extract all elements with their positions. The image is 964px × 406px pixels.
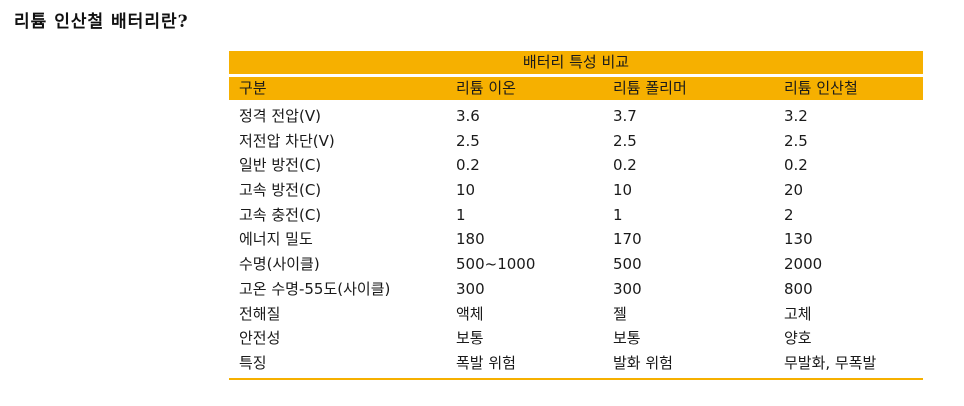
lithium-iron-phosphate-value: 양호 — [784, 329, 812, 348]
lithium-ion-value: 300 — [456, 279, 485, 298]
row-label: 정격 전압(V) — [239, 107, 321, 125]
lithium-iron-phosphate-value: 3.2 — [784, 107, 808, 125]
table-row-fast-discharge: 고속 방전(C) 10 10 20 — [229, 178, 923, 203]
row-label: 수명(사이클) — [239, 255, 320, 274]
row-label: 특징 — [239, 353, 267, 372]
lithium-ion-value: 보통 — [456, 329, 484, 348]
lithium-ion-value: 180 — [456, 230, 485, 249]
lithium-ion-value: 폭발 위험 — [456, 353, 516, 372]
lithium-ion-value: 500~1000 — [456, 255, 536, 274]
lithium-polymer-value: 보통 — [613, 329, 641, 348]
lithium-iron-phosphate-value: 2000 — [784, 255, 823, 274]
row-label: 안전성 — [239, 329, 281, 348]
lithium-polymer-value: 젤 — [613, 304, 627, 323]
lithium-iron-phosphate-value: 0.2 — [784, 156, 808, 175]
table-row-characteristics: 특징 폭발 위험 발화 위험 무발화, 무폭발 — [229, 351, 923, 376]
lithium-polymer-value: 500 — [613, 255, 642, 274]
table-row-electrolyte: 전해질 액체 젤 고체 — [229, 302, 923, 327]
lithium-polymer-value: 1 — [613, 205, 623, 224]
row-label: 에너지 밀도 — [239, 230, 313, 249]
lithium-polymer-value: 3.7 — [613, 107, 637, 125]
table-row-safety: 안전성 보통 보통 양호 — [229, 326, 923, 351]
lithium-ion-value: 3.6 — [456, 107, 480, 125]
table-row-energy-density: 에너지 밀도 180 170 130 — [229, 227, 923, 252]
lithium-iron-phosphate-value: 무발화, 무폭발 — [784, 353, 877, 372]
lithium-ion-value: 10 — [456, 181, 476, 200]
lithium-ion-value: 1 — [456, 205, 466, 224]
table-row-cycle-life: 수명(사이클) 500~1000 500 2000 — [229, 252, 923, 277]
table-row-fast-charge: 고속 충전(C) 1 1 2 — [229, 203, 923, 228]
row-label: 일반 방전(C) — [239, 156, 322, 175]
lithium-iron-phosphate-value: 고체 — [784, 304, 812, 323]
page-heading: 리튬 인산철 배터리란? — [14, 12, 189, 32]
table-title: 배터리 특성 비교 — [229, 51, 923, 74]
row-label: 고온 수명-55도(사이클) — [239, 279, 391, 298]
table-header-row: 구분 리튬 이온 리튬 폴리머 리튬 인산철 — [229, 77, 923, 100]
table-row-high-temp-cycle-life: 고온 수명-55도(사이클) 300 300 800 — [229, 277, 923, 302]
header-lithium-polymer: 리튬 폴리머 — [613, 79, 687, 97]
row-label: 전해질 — [239, 304, 281, 323]
lithium-polymer-value: 2.5 — [613, 131, 637, 150]
lithium-iron-phosphate-value: 130 — [784, 230, 813, 249]
lithium-iron-phosphate-value: 2 — [784, 205, 794, 224]
battery-comparison-table: 배터리 특성 비교 구분 리튬 이온 리튬 폴리머 리튬 인산철 정격 전압(V… — [229, 51, 923, 380]
table-row-low-voltage-cutoff: 저전압 차단(V) 2.5 2.5 2.5 — [229, 129, 923, 154]
table-row-normal-discharge: 일반 방전(C) 0.2 0.2 0.2 — [229, 153, 923, 178]
header-lithium-ion: 리튬 이온 — [456, 79, 516, 97]
lithium-ion-value: 2.5 — [456, 131, 480, 150]
lithium-iron-phosphate-value: 20 — [784, 181, 804, 200]
lithium-polymer-value: 300 — [613, 279, 642, 298]
lithium-polymer-value: 10 — [613, 181, 633, 200]
table-row-rated-voltage: 정격 전압(V) 3.6 3.7 3.2 — [229, 104, 923, 129]
table-body: 정격 전압(V) 3.6 3.7 3.2 저전압 차단(V) 2.5 2.5 2… — [229, 100, 923, 380]
row-label: 저전압 차단(V) — [239, 131, 335, 150]
lithium-iron-phosphate-value: 2.5 — [784, 131, 808, 150]
header-category: 구분 — [239, 79, 267, 97]
lithium-ion-value: 액체 — [456, 304, 484, 323]
header-lithium-iron-phosphate: 리튬 인산철 — [784, 79, 858, 97]
lithium-polymer-value: 발화 위험 — [613, 353, 673, 372]
lithium-iron-phosphate-value: 800 — [784, 279, 813, 298]
row-label: 고속 충전(C) — [239, 205, 322, 224]
lithium-ion-value: 0.2 — [456, 156, 480, 175]
row-label: 고속 방전(C) — [239, 181, 322, 200]
lithium-polymer-value: 170 — [613, 230, 642, 249]
lithium-polymer-value: 0.2 — [613, 156, 637, 175]
